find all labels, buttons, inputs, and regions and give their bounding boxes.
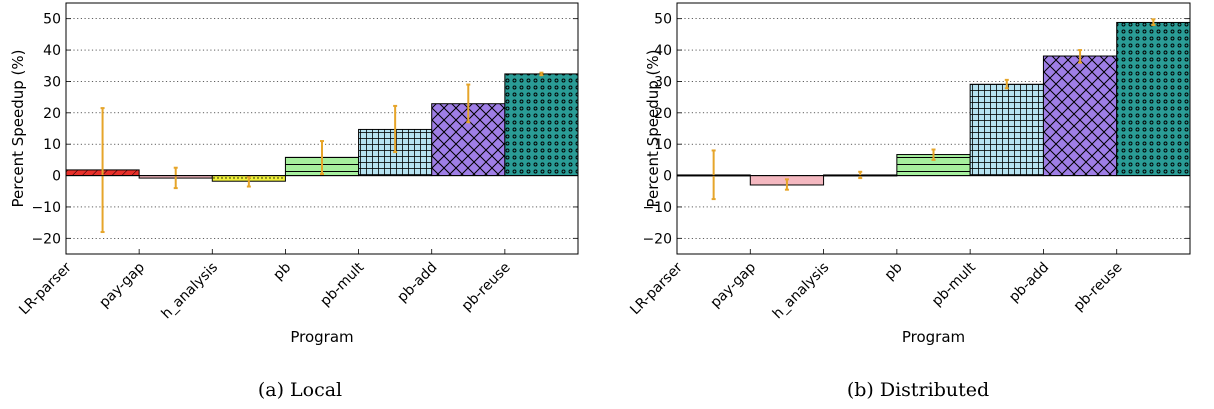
y-tick-label: 10 bbox=[43, 137, 61, 153]
x-tick-label: pay-gap bbox=[96, 259, 148, 311]
y-tick-label: −20 bbox=[31, 231, 61, 247]
y-tick-label: −10 bbox=[31, 200, 61, 216]
chart-panel-local: −20 −10 0 10 20 30 40 50 LR-parser pay-gap h_analy… bbox=[9, 2, 579, 346]
x-tick-label: pb-add bbox=[394, 260, 440, 306]
y-tick-label: 50 bbox=[654, 12, 672, 28]
y-axis-label: Percent Speedup (%) bbox=[644, 50, 662, 208]
plot-frame bbox=[676, 2, 1191, 255]
bar-hatch-pb-reuse bbox=[504, 73, 578, 176]
y-tick-label: 0 bbox=[663, 169, 672, 185]
bar-hatch-pb bbox=[896, 154, 971, 176]
y-tick-label: 0 bbox=[52, 169, 61, 185]
x-tick-label: pay-gap bbox=[708, 259, 760, 311]
y-tick-label: 30 bbox=[43, 74, 61, 90]
y-tick-label: 20 bbox=[43, 106, 61, 122]
x-tick-label: pb-add bbox=[1006, 260, 1052, 306]
y-tick-label: 40 bbox=[654, 43, 672, 59]
x-tick-label: pb-mult bbox=[929, 259, 979, 309]
y-tick-label: −20 bbox=[642, 231, 672, 247]
x-axis-label: Program bbox=[902, 328, 965, 346]
x-tick-label: pb-reuse bbox=[1071, 260, 1126, 315]
chart-panel-distributed: −20 −10 0 10 20 30 40 50 LR-parser pay-gap h_analy… bbox=[627, 2, 1191, 346]
y-tick-label: 20 bbox=[654, 106, 672, 122]
bar-hatch-pb-reuse bbox=[1116, 22, 1190, 176]
x-tick-label: pb-mult bbox=[317, 259, 367, 309]
x-tick-label: pb bbox=[270, 259, 294, 283]
bar-hatch-pb-mult bbox=[970, 84, 1044, 176]
plot-frame bbox=[65, 2, 579, 255]
y-tick-label: 50 bbox=[43, 12, 61, 28]
x-axis-label: Program bbox=[290, 328, 353, 346]
x-tick-label: pb bbox=[882, 259, 906, 283]
x-tick-label: LR-parser bbox=[627, 259, 686, 318]
bar-hatch-pb-add bbox=[1043, 56, 1117, 176]
y-tick-label: 40 bbox=[43, 43, 61, 59]
x-tick-label: h_analysis bbox=[770, 260, 833, 323]
caption-local: (a) Local bbox=[258, 379, 342, 401]
x-tick-label: LR-parser bbox=[16, 259, 75, 318]
caption-distributed: (b) Distributed bbox=[847, 379, 989, 401]
x-tick-label: pb-reuse bbox=[459, 260, 514, 315]
y-tick-label: −10 bbox=[642, 200, 672, 216]
x-tick-label: h_analysis bbox=[158, 260, 221, 323]
y-axis-label: Percent Speedup (%) bbox=[9, 50, 27, 208]
y-tick-label: 10 bbox=[654, 137, 672, 153]
y-tick-label: 30 bbox=[654, 74, 672, 90]
